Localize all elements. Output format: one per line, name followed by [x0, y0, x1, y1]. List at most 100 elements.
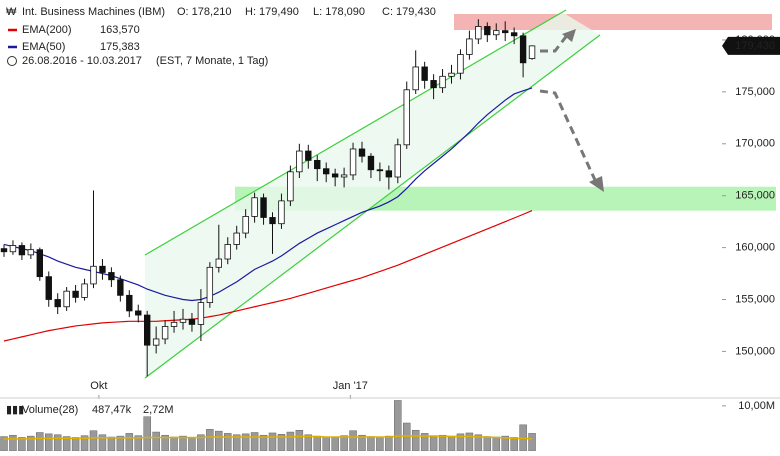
candle-body	[528, 45, 536, 59]
candle-body	[475, 26, 482, 40]
clock-icon	[7, 56, 17, 66]
arrowhead	[562, 29, 576, 42]
candle-body	[117, 279, 124, 296]
volume-bar	[9, 434, 17, 452]
volume-ma	[4, 435, 533, 440]
arrow-up	[540, 33, 570, 53]
volume-bar	[411, 429, 420, 452]
candle-body	[421, 66, 428, 81]
candle-body	[493, 30, 500, 36]
plot: 150,000 155,000 160,000 165,000 170,000 175,0…	[0, 19, 775, 452]
candle-body	[457, 54, 464, 74]
y-tick-label: 160,000	[735, 241, 775, 253]
volume-bar	[438, 434, 447, 452]
candle-body	[126, 294, 133, 312]
ohlc-label: L: 178,090	[313, 6, 365, 18]
volume-bar	[483, 436, 492, 452]
period: (EST, 7 Monate, 1 Tag)	[156, 55, 268, 67]
candle-body	[99, 265, 106, 273]
volume-bar	[331, 437, 339, 452]
price-tag-label: 179,430	[735, 40, 775, 52]
legend-label: EMA(200)	[22, 24, 72, 36]
volume-bar	[385, 435, 393, 452]
candle-body	[448, 72, 455, 77]
candle-body	[27, 249, 35, 256]
candle-body	[152, 338, 160, 346]
x-tick-label: Okt	[90, 380, 107, 392]
y-tick-label: 165,000	[735, 190, 775, 202]
candle-body	[215, 258, 222, 268]
candle-body	[108, 272, 115, 281]
candle-body	[233, 232, 240, 245]
arrows	[539, 33, 597, 181]
candle-body	[135, 310, 142, 316]
candle-body	[296, 150, 303, 173]
volume-name: Volume(28)	[22, 404, 78, 416]
candle-body	[484, 26, 491, 36]
arrow-down	[539, 89, 597, 181]
volume-bar	[394, 400, 402, 452]
ohlc-label: H: 179,490	[245, 6, 299, 18]
legend-value: 175,383	[100, 41, 140, 53]
volume-bar	[107, 436, 116, 452]
volume-bar	[188, 437, 196, 452]
icon: ₩	[6, 6, 17, 18]
candle-body	[242, 216, 249, 234]
volume-bar	[224, 433, 232, 452]
volume-bar	[215, 430, 223, 452]
volume-bar	[340, 435, 348, 452]
candle-body	[197, 302, 205, 325]
volume-bar	[528, 433, 536, 452]
candle-body	[519, 35, 527, 64]
volume-bar	[89, 430, 98, 452]
candle-body	[412, 66, 419, 91]
candle-body	[0, 248, 8, 253]
candle-body	[385, 170, 393, 178]
candle-body	[501, 30, 509, 34]
volume-bar	[71, 437, 80, 452]
icon: ▮▮▮	[6, 404, 24, 416]
candle-body	[36, 249, 43, 278]
candle-body	[314, 159, 321, 170]
candle-body	[331, 173, 339, 178]
candle-body	[161, 326, 169, 340]
date-range: 26.08.2016 - 10.03.2017	[22, 55, 142, 67]
volume-bar	[36, 432, 44, 452]
channel-upper	[144, 9, 567, 256]
volume-bar	[152, 431, 160, 452]
volume-ma: 2,72M	[143, 404, 174, 416]
candle-body	[349, 148, 357, 176]
candle-body	[367, 155, 375, 171]
volume-bar	[429, 435, 438, 452]
ema-line	[3, 209, 533, 342]
candle-body	[179, 318, 187, 323]
candle-body	[9, 245, 17, 253]
volume-bar	[295, 429, 304, 452]
volume-bar	[206, 429, 214, 452]
candle-body	[358, 148, 366, 157]
volume-bar	[492, 436, 500, 452]
volume-bar	[510, 437, 518, 452]
header: ₩ Int. Business Machines (IBM) O: 178,21…	[6, 6, 436, 416]
ohlc-label: C: 179,430	[382, 6, 436, 18]
candle-body	[72, 290, 79, 298]
candle-body	[269, 217, 276, 225]
candle-body	[278, 200, 285, 225]
y-tick-label: 155,000	[735, 293, 775, 305]
volume-bar	[376, 436, 384, 452]
candle-body	[54, 299, 61, 308]
volume-bar	[403, 422, 411, 452]
ohlc-label: O: 178,210	[177, 6, 231, 18]
volume-bar	[349, 430, 357, 452]
price-tag	[722, 36, 780, 55]
candle-body	[63, 290, 70, 308]
candle-body	[340, 174, 348, 178]
volume-bar	[170, 436, 178, 452]
arrowhead	[589, 176, 604, 192]
volume-bar	[268, 432, 277, 452]
volume-bar	[367, 436, 375, 452]
candle-body	[143, 314, 151, 346]
channel-lower	[144, 34, 601, 379]
zone	[454, 14, 772, 31]
